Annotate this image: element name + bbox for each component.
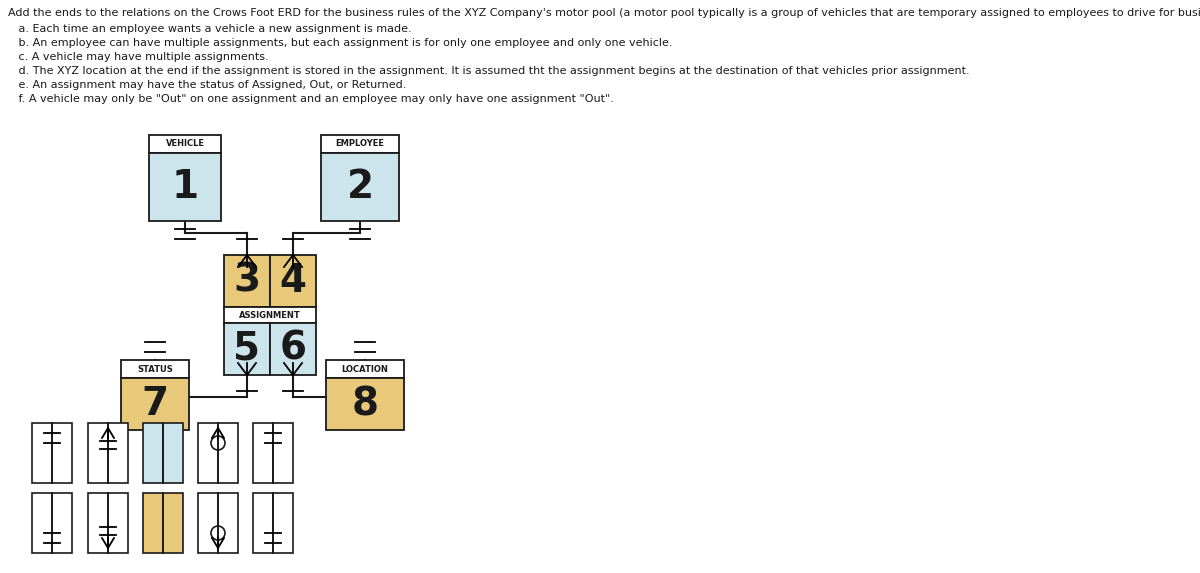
Bar [52,423,72,483]
Text: LOCATION: LOCATION [342,364,389,374]
Bar [218,423,238,483]
Bar [108,423,128,483]
Bar [163,423,182,483]
Text: 8: 8 [352,385,378,423]
Text: 3: 3 [234,262,260,300]
Text: 5: 5 [234,330,260,368]
Bar [322,135,398,153]
Text: STATUS: STATUS [137,364,173,374]
Bar [270,255,316,307]
Bar [88,423,108,483]
Text: a. Each time an employee wants a vehicle a new assignment is made.: a. Each time an employee wants a vehicle… [8,24,412,34]
Bar [52,493,72,553]
Text: 4: 4 [280,262,306,300]
Bar [224,307,316,323]
Bar [253,493,274,553]
Text: ASSIGNMENT: ASSIGNMENT [239,311,301,320]
Text: d. The XYZ location at the end if the assignment is stored in the assignment. It: d. The XYZ location at the end if the as… [8,66,970,76]
Text: e. An assignment may have the status of Assigned, Out, or Returned.: e. An assignment may have the status of … [8,80,407,90]
Text: 1: 1 [172,168,198,206]
Bar [326,378,404,430]
Bar [218,493,238,553]
Bar [274,423,293,483]
Text: 6: 6 [280,330,306,368]
Bar [224,255,270,307]
Bar [88,493,108,553]
Bar [198,493,218,553]
Text: VEHICLE: VEHICLE [166,139,204,148]
Bar [163,493,182,553]
Bar [253,423,274,483]
Bar [322,153,398,221]
Bar [143,493,163,553]
Bar [326,360,404,378]
Bar [149,135,221,153]
Bar [149,153,221,221]
Bar [274,493,293,553]
Text: f. A vehicle may only be "Out" on one assignment and an employee may only have o: f. A vehicle may only be "Out" on one as… [8,94,614,104]
Bar [143,423,163,483]
Bar [121,360,190,378]
Text: 7: 7 [142,385,168,423]
Bar [198,423,218,483]
Bar [32,423,52,483]
Bar [32,493,52,553]
Text: 2: 2 [347,168,373,206]
Text: Add the ends to the relations on the Crows Foot ERD for the business rules of th: Add the ends to the relations on the Cro… [8,8,1200,18]
Text: b. An employee can have multiple assignments, but each assignment is for only on: b. An employee can have multiple assignm… [8,38,672,48]
Bar [224,323,270,375]
Bar [121,378,190,430]
Bar [270,323,316,375]
Text: EMPLOYEE: EMPLOYEE [336,139,384,148]
Bar [108,493,128,553]
Text: c. A vehicle may have multiple assignments.: c. A vehicle may have multiple assignmen… [8,52,269,62]
